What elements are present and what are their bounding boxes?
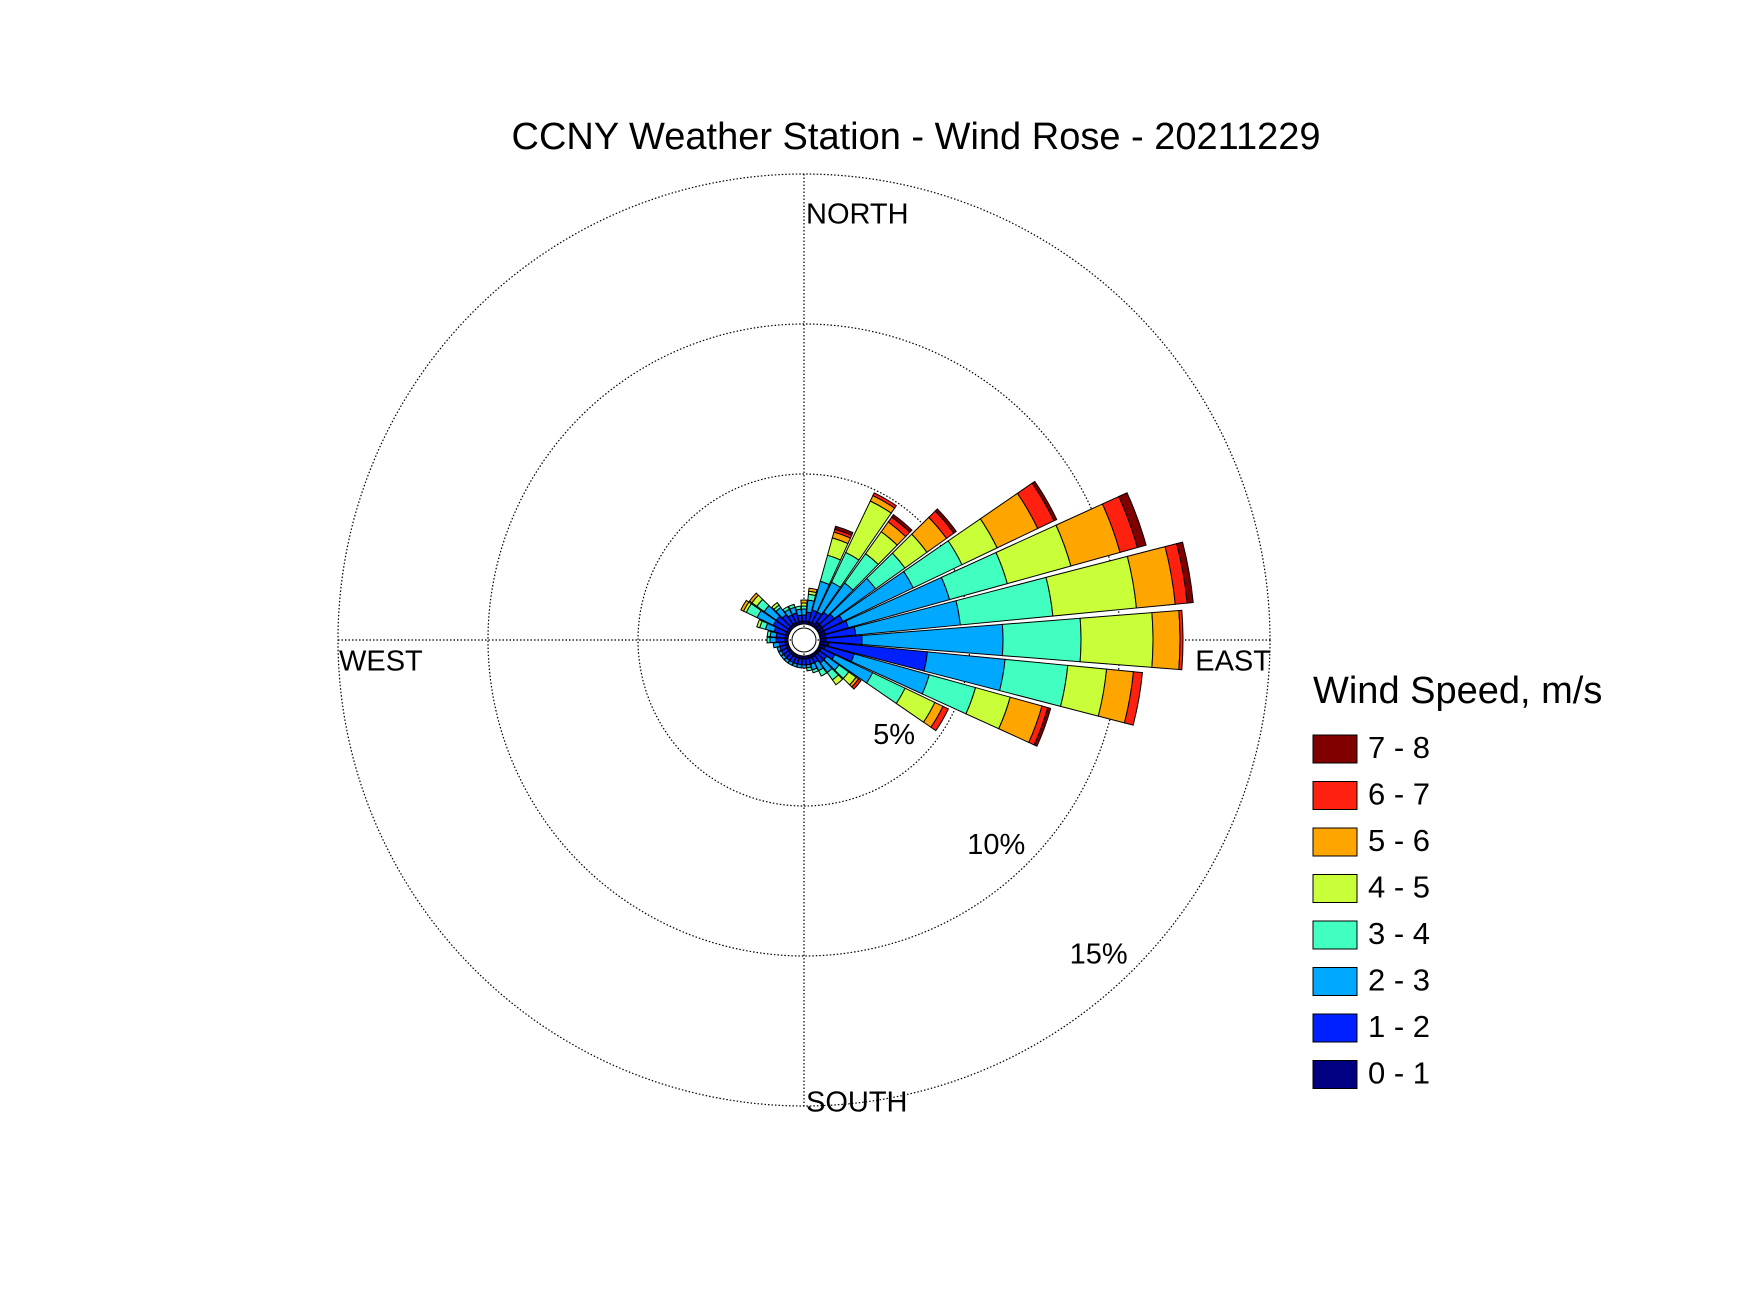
wind-segment [801,658,807,666]
wind-segment [851,678,862,690]
legend-swatch [1312,827,1358,857]
ring-label: 10% [967,829,1025,861]
compass-label: NORTH [806,199,909,231]
ring-label: 5% [873,719,915,751]
legend-label: 7 - 8 [1368,730,1430,765]
wind-segment [817,667,828,677]
legend-swatch [1312,1013,1358,1043]
wind-segment [1176,541,1194,604]
wind-segment [1151,609,1181,671]
compass-label: SOUTH [806,1087,908,1119]
wind-segment [766,630,772,638]
wind-segment [890,513,913,534]
wind-segment [771,601,780,611]
ring-label: 15% [1070,939,1128,971]
wind-segment [1079,612,1154,668]
legend-swatch [1312,781,1358,810]
legend-label: 0 - 1 [1368,1056,1430,1091]
wind-segment [801,614,807,622]
legend-title: Wind Speed, m/s [1313,670,1602,712]
legend-swatch [1312,920,1358,950]
chart-title: CCNY Weather Station - Wind Rose - 20211… [512,116,1321,158]
wind-segment [1031,480,1058,522]
wind-segment [776,646,782,653]
wind-segment [806,666,813,672]
wind-segment [800,599,808,604]
wind-segment [934,508,957,534]
legend-swatch [1312,874,1358,903]
wind-segment [766,636,771,644]
wind-segment [796,663,803,669]
wind-segment [756,619,763,629]
legend-swatch [1312,967,1358,996]
wind-segment [801,664,807,669]
legend-label: 2 - 3 [1368,963,1430,998]
wind-segment [808,587,818,594]
wind-segment [1118,492,1147,549]
wind-segment [769,636,777,644]
wind-segment [1123,671,1143,726]
wind-segment [748,592,760,604]
legend-swatch [1312,734,1358,764]
wind-segment [831,674,844,686]
wind-segment [1178,609,1184,671]
wind-segment [782,605,791,613]
legend-label: 4 - 5 [1368,870,1430,905]
wind-segment [801,608,807,616]
compass-label: EAST [1195,646,1271,678]
wind-segment [772,641,781,649]
legend-label: 6 - 7 [1368,777,1430,812]
wind-segment [1033,706,1052,747]
center-hole [791,627,817,653]
wind-segment [872,492,898,509]
wind-segment [834,525,854,537]
legend-label: 5 - 6 [1368,823,1430,858]
legend-label: 1 - 2 [1368,1009,1430,1044]
wind-segment [930,705,950,732]
legend-swatch [1312,1060,1358,1089]
wind-segment [787,603,796,610]
wind-segment [794,605,802,611]
legend-label: 3 - 4 [1368,916,1430,951]
wind-segment [811,667,819,674]
compass-label: WEST [339,646,423,678]
wind-segment [1001,617,1082,663]
